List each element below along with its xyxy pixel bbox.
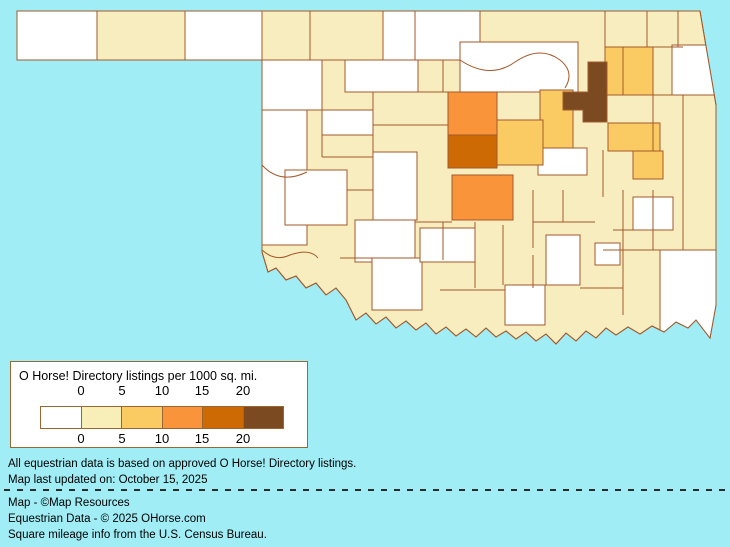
legend-tick: 10 <box>154 431 170 446</box>
note-line-2: Map last updated on: October 15, 2025 <box>8 474 208 486</box>
legend-swatch-5 <box>242 407 283 428</box>
county-harper[interactable] <box>261 11 311 61</box>
county-kiowa[interactable] <box>284 169 348 226</box>
county-cleveland[interactable] <box>451 174 514 221</box>
county-canadian[interactable] <box>447 134 498 169</box>
credit-line-map: Map - ©Map Resources <box>8 497 130 509</box>
legend-box: O Horse! Directory listings per 1000 sq.… <box>10 361 308 448</box>
legend-tick: 15 <box>194 383 210 398</box>
county-dewey[interactable] <box>321 109 374 136</box>
legend-tick: 10 <box>154 383 170 398</box>
legend-swatch-1 <box>80 407 121 428</box>
county-alfalfa[interactable] <box>382 11 416 61</box>
legend-tick: 20 <box>235 431 251 446</box>
note-line-1: All equestrian data is based on approved… <box>8 458 357 470</box>
legend-swatch-3 <box>161 407 202 428</box>
county-pawnee-area[interactable] <box>459 41 579 93</box>
state-outline <box>16 10 717 345</box>
oklahoma-choropleth-map <box>16 10 717 345</box>
legend-tick: 15 <box>194 431 210 446</box>
legend-title: O Horse! Directory listings per 1000 sq.… <box>19 369 258 383</box>
county-marshall[interactable] <box>504 284 546 326</box>
county-rogers[interactable] <box>604 46 654 96</box>
legend-tick: 5 <box>118 383 126 398</box>
legend-tick: 0 <box>77 383 85 398</box>
counties-layer <box>17 11 716 339</box>
county-muskogee[interactable] <box>632 150 664 180</box>
county-jefferson[interactable] <box>371 257 423 311</box>
dashed-divider <box>4 489 726 491</box>
county-tulsa[interactable] <box>562 61 608 123</box>
county-major[interactable] <box>344 59 419 93</box>
county-okmulgee-area[interactable] <box>537 147 588 176</box>
legend-swatch-0 <box>41 407 81 428</box>
credit-line-census: Square mileage info from the U.S. Census… <box>8 529 267 541</box>
county-garvin[interactable] <box>419 227 476 263</box>
credit-line-equestrian-data: Equestrian Data - © 2025 OHorse.com <box>8 513 206 525</box>
legend-tick: 5 <box>118 431 126 446</box>
county-woodward[interactable] <box>261 59 323 111</box>
legend-tick-row-bottom: 0 5 10 15 20 <box>11 431 307 447</box>
county-comanche[interactable] <box>354 219 416 263</box>
county-lines <box>96 11 684 315</box>
county-cimarron[interactable] <box>17 11 98 61</box>
legend-tick-row-top: 0 5 10 15 20 <box>11 383 307 399</box>
county-kingfisher[interactable] <box>447 91 498 136</box>
county-wagoner[interactable] <box>607 122 661 152</box>
county-beaver[interactable] <box>184 11 263 61</box>
county-hughes-area[interactable] <box>594 242 621 266</box>
county-atoka-west[interactable] <box>545 234 581 286</box>
county-creek[interactable] <box>539 89 574 149</box>
county-oklahoma[interactable] <box>496 119 544 166</box>
legend-color-ramp <box>40 406 284 429</box>
county-delaware[interactable] <box>671 44 716 96</box>
legend-tick: 20 <box>235 383 251 398</box>
legend-swatch-4 <box>202 407 243 428</box>
county-texas[interactable] <box>96 11 186 61</box>
county-caddo[interactable] <box>372 151 418 221</box>
county-woods[interactable] <box>309 11 384 61</box>
legend-tick: 0 <box>77 431 85 446</box>
legend-swatch-2 <box>121 407 162 428</box>
county-mccurtain[interactable] <box>659 249 716 339</box>
